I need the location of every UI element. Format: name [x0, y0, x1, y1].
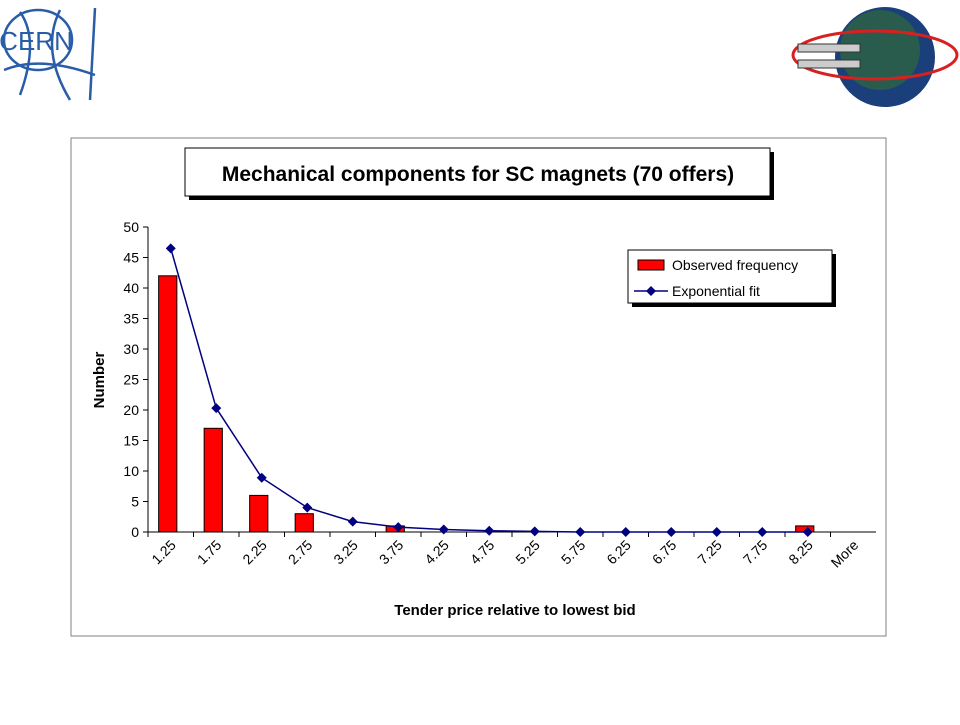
y-tick-label: 25 [123, 372, 139, 388]
y-tick-label: 0 [131, 524, 139, 540]
legend-marker [646, 286, 656, 296]
y-tick-label: 45 [123, 250, 139, 266]
y-axis-label: Number [91, 352, 108, 409]
y-tick-label: 40 [123, 280, 139, 296]
fit-marker [211, 403, 222, 414]
fit-marker [575, 527, 586, 537]
fit-marker [484, 525, 495, 536]
bar [249, 494, 269, 533]
y-tick-label: 50 [123, 219, 139, 235]
fit-marker [620, 527, 631, 537]
y-tick-label: 35 [123, 311, 139, 327]
fit-marker [347, 516, 358, 527]
y-tick-label: 20 [123, 402, 139, 418]
title-box [184, 147, 771, 197]
fit-marker [438, 524, 449, 535]
legend-swatch [637, 259, 665, 271]
legend-label: Exponential fit [672, 283, 760, 299]
fit-marker [802, 527, 813, 537]
fit-marker [256, 472, 267, 483]
bar [294, 513, 314, 533]
y-tick-label: 30 [123, 341, 139, 357]
legend-box [627, 249, 833, 304]
logo-text: CERN [0, 26, 73, 56]
y-tick-label: 5 [131, 494, 139, 510]
fit-marker [302, 502, 313, 513]
fit-marker [393, 522, 404, 533]
clic-logo [791, 7, 959, 107]
x-axis-label: Tender price relative to lowest bid [394, 602, 635, 619]
y-tick-label: 15 [123, 433, 139, 449]
fit-marker [165, 243, 176, 254]
bar [203, 427, 223, 533]
cern-logo [2, 7, 97, 101]
legend-label: Observed frequency [672, 257, 798, 273]
fit-marker [666, 527, 677, 537]
bar [158, 275, 178, 533]
fit-marker [529, 526, 540, 537]
chart-frame [70, 137, 887, 637]
chart-title: Mechanical components for SC magnets (70… [222, 163, 734, 186]
fit-marker [757, 527, 768, 537]
y-tick-label: 10 [123, 463, 139, 479]
fit-marker [711, 527, 722, 537]
